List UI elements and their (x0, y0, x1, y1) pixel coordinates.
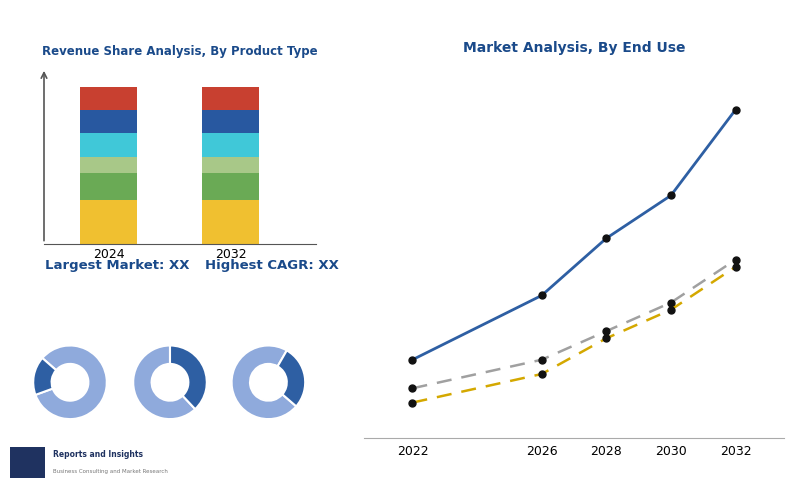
Wedge shape (232, 345, 296, 419)
Bar (80, 173, 138, 200)
Bar (80, 200, 138, 244)
Bar (80, 133, 138, 157)
Text: GLOBAL ADJUSTABLE BED BASE AND BED SET MARKET SEGMENT ANALYSIS: GLOBAL ADJUSTABLE BED BASE AND BED SET M… (12, 21, 536, 35)
Bar (202, 133, 259, 157)
FancyBboxPatch shape (10, 447, 45, 478)
Bar (202, 87, 259, 110)
Wedge shape (170, 345, 206, 409)
Wedge shape (134, 345, 195, 419)
Bar (202, 173, 259, 200)
Bar (80, 87, 138, 110)
Title: Revenue Share Analysis, By Product Type: Revenue Share Analysis, By Product Type (42, 45, 318, 58)
Title: Market Analysis, By End Use: Market Analysis, By End Use (462, 41, 686, 55)
Text: Reports and Insights: Reports and Insights (53, 450, 143, 459)
Bar (80, 157, 138, 173)
Text: Business Consulting and Market Research: Business Consulting and Market Research (53, 469, 168, 474)
Wedge shape (34, 358, 56, 395)
Wedge shape (35, 345, 106, 419)
Wedge shape (278, 351, 305, 406)
Bar (202, 157, 259, 173)
Bar (202, 110, 259, 133)
Bar (80, 110, 138, 133)
Text: Largest Market: XX: Largest Market: XX (45, 259, 190, 272)
Text: Highest CAGR: XX: Highest CAGR: XX (205, 259, 338, 272)
Bar (202, 200, 259, 244)
